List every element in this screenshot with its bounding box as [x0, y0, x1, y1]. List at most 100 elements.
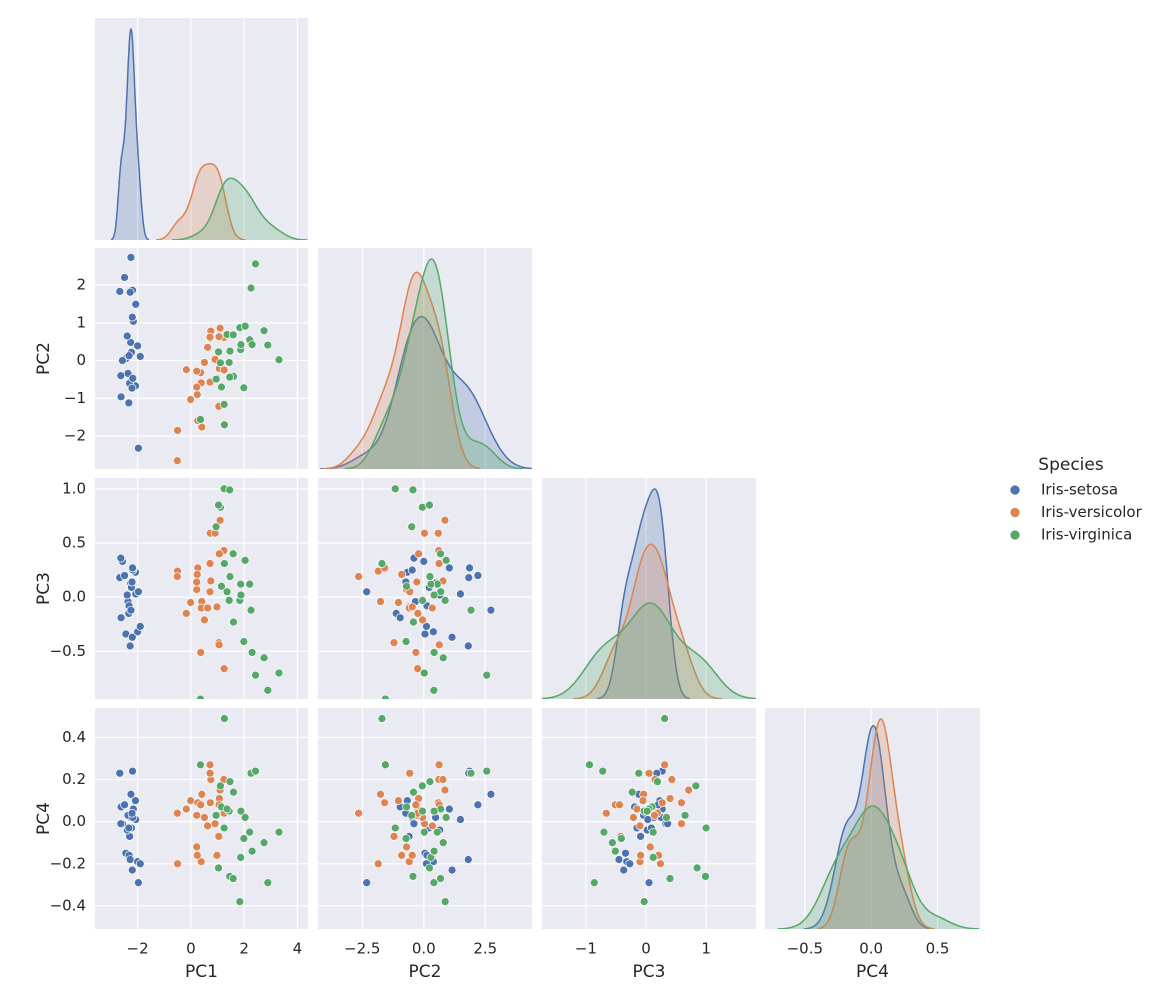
scatter-point [200, 358, 209, 367]
y-tick-label: 1.0 [62, 479, 86, 497]
y-axis-label: PC2 [34, 342, 54, 375]
scatter-point [429, 685, 439, 695]
scatter-point [173, 859, 182, 869]
scatter-point [390, 484, 400, 494]
y-tick-label: −0.2 [50, 854, 86, 872]
scatter-point [411, 800, 421, 810]
scatter-point [181, 609, 191, 618]
scatter-point [192, 810, 202, 820]
scatter-point [438, 653, 448, 663]
scatter-point [127, 865, 137, 875]
scatter-point [447, 865, 457, 875]
panel [115, 484, 284, 699]
scatter-point [236, 590, 246, 600]
scatter-point [225, 485, 235, 495]
scatter-point [116, 819, 126, 829]
scatter-point [134, 587, 143, 597]
scatter-point [214, 832, 224, 841]
y-tick-label: 1 [76, 313, 86, 331]
scatter-point [677, 819, 686, 829]
scatter-point [217, 581, 226, 591]
scatter-point [440, 897, 450, 906]
scatter-point [196, 415, 205, 424]
scatter-point [239, 637, 249, 646]
scatter-point [120, 800, 129, 810]
scatter-point [412, 577, 422, 587]
scatter-point [200, 813, 209, 822]
scatter-point [401, 637, 411, 646]
scatter-point [377, 559, 387, 568]
scatter-point [395, 613, 405, 623]
scatter-point [429, 590, 439, 600]
scatter-point [354, 572, 363, 581]
kde-line [542, 602, 756, 699]
panel [115, 714, 284, 906]
kde-area [111, 29, 149, 240]
scatter-point [629, 813, 638, 822]
scatter-point [691, 781, 701, 791]
scatter-point [473, 571, 483, 580]
y-axis-label: PC3 [34, 572, 54, 605]
scatter-point [274, 668, 284, 678]
scatter-point [634, 768, 644, 778]
scatter-point [247, 648, 257, 657]
y-tick-label: −2 [64, 427, 86, 445]
kde-area [817, 719, 935, 929]
panel [110, 27, 308, 240]
kde-area [573, 544, 722, 699]
scatter-point [425, 777, 435, 787]
scatter-point [362, 587, 372, 597]
y-tick-label: 0 [76, 351, 86, 369]
scatter-point [409, 787, 418, 797]
panel [777, 718, 980, 929]
scatter-point [397, 850, 406, 860]
scatter-point [172, 456, 182, 466]
kde-line [344, 258, 524, 469]
scatter-point [425, 500, 434, 510]
scatter-point [692, 863, 702, 873]
scatter-point [465, 563, 474, 573]
scatter-point [124, 823, 134, 833]
scatter-point [380, 798, 390, 808]
legend-marker [1009, 507, 1021, 518]
scatter-point [127, 577, 137, 587]
scatter-point [124, 351, 134, 361]
scatter-point [236, 853, 245, 862]
scatter-point [127, 808, 137, 818]
scatter-point [251, 259, 260, 269]
scatter-point [215, 323, 225, 333]
scatter-point [120, 273, 129, 282]
scatter-point [432, 827, 442, 837]
scatter-point [219, 823, 229, 833]
scatter-point [429, 846, 439, 856]
y-tick-label: 0.4 [62, 728, 86, 746]
scatter-point [433, 528, 443, 538]
scatter-point [186, 395, 195, 404]
scatter-point [192, 570, 202, 579]
scatter-point [205, 760, 215, 770]
panel [115, 253, 284, 466]
scatter-point [212, 602, 222, 612]
scatter-point [701, 872, 710, 881]
scatter-point [407, 565, 417, 575]
scatter-point [192, 585, 202, 594]
scatter-point [115, 768, 125, 778]
scatter-point [220, 714, 229, 723]
scatter-point [660, 714, 669, 723]
kde-line [172, 177, 308, 240]
scatter-point [222, 587, 232, 597]
scatter-point [441, 813, 451, 822]
scatter-point [638, 796, 648, 805]
scatter-point [134, 878, 143, 888]
scatter-point [428, 603, 437, 613]
scatter-point [220, 420, 229, 430]
scatter-point [219, 365, 229, 375]
scatter-point [440, 596, 450, 605]
scatter-point [225, 572, 235, 581]
x-tick-label: −1 [575, 940, 597, 958]
scatter-point [192, 390, 202, 399]
scatter-point [589, 878, 599, 888]
scatter-point [192, 842, 202, 852]
scatter-point [205, 332, 215, 342]
scatter-point [124, 398, 134, 408]
